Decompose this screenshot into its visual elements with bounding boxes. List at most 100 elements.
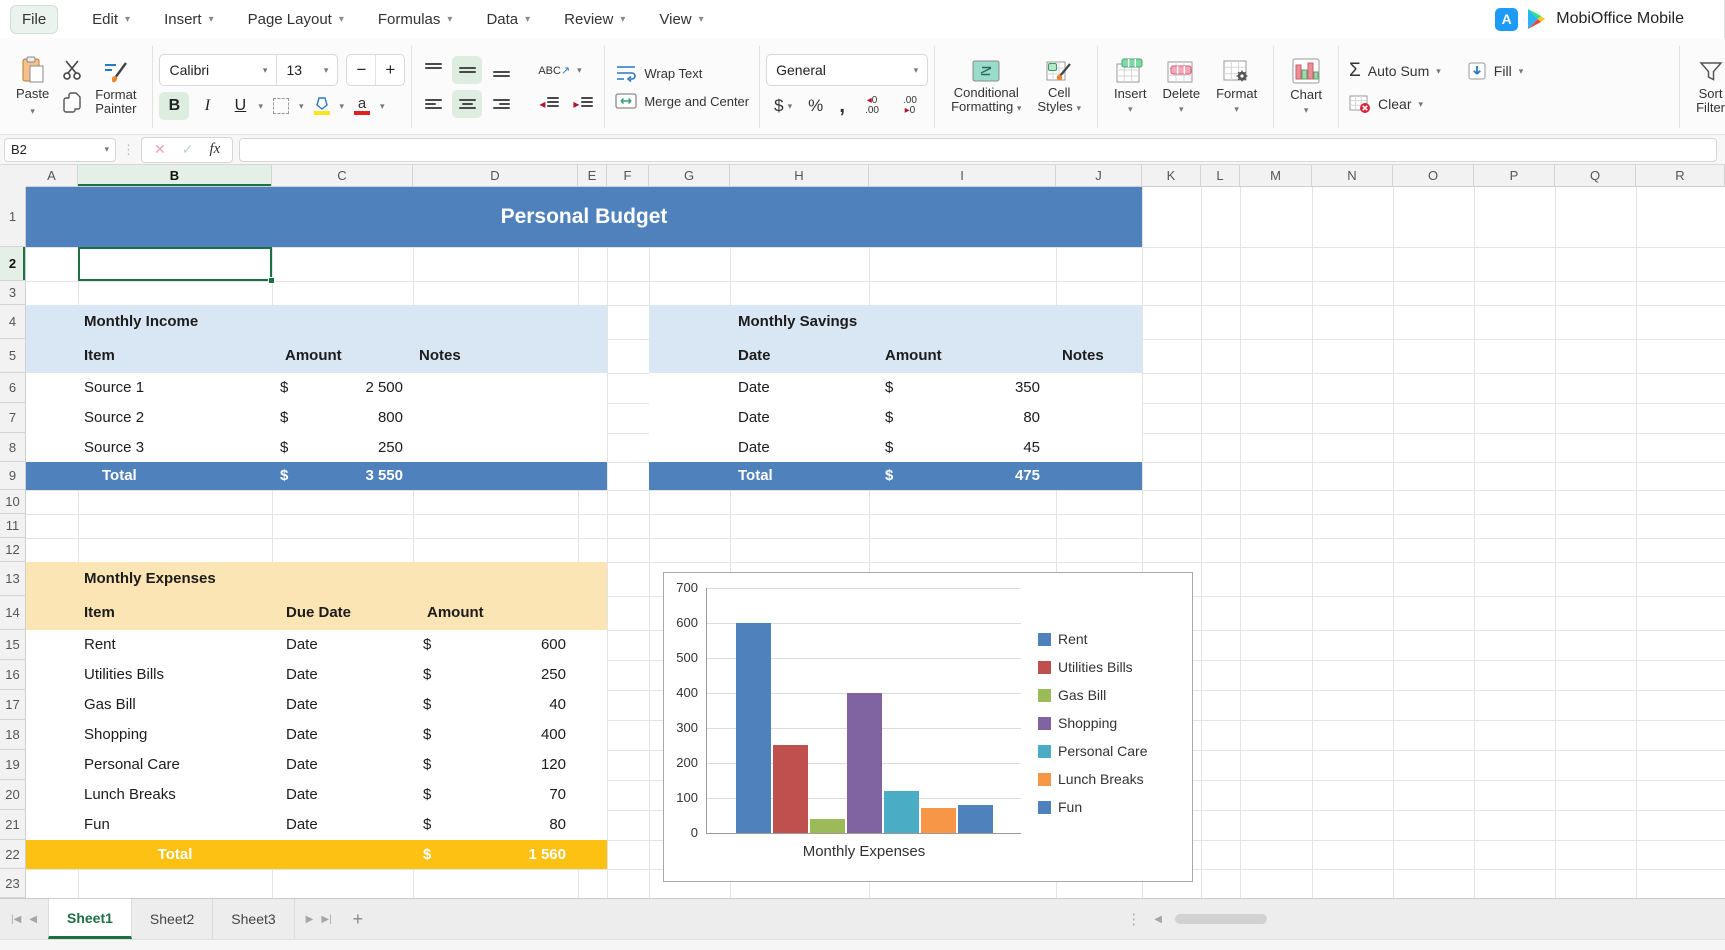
expense-amount[interactable]: 120 bbox=[540, 756, 566, 773]
add-sheet-button[interactable]: + bbox=[352, 908, 364, 929]
next-sheet-icon[interactable]: ▶ bbox=[305, 913, 314, 925]
italic-button[interactable]: I bbox=[192, 92, 222, 120]
row-header-2[interactable]: 2 bbox=[0, 247, 26, 281]
expense-currency[interactable]: $ bbox=[423, 786, 432, 803]
expense-item[interactable]: Personal Care bbox=[84, 756, 180, 773]
formula-input[interactable] bbox=[239, 137, 1717, 162]
row-header-6[interactable]: 6 bbox=[0, 373, 26, 403]
income-item[interactable]: Source 3 bbox=[84, 439, 145, 456]
row-header-23[interactable]: 23 bbox=[0, 869, 26, 898]
income-amount[interactable]: 800 bbox=[377, 409, 403, 426]
format-cells-button[interactable]: Format ▾ bbox=[1210, 54, 1263, 120]
paste-button[interactable]: Paste ▾ bbox=[10, 52, 55, 122]
income-currency[interactable]: $ bbox=[280, 409, 289, 426]
expense-currency[interactable]: $ bbox=[423, 816, 432, 833]
increase-font-button[interactable]: + bbox=[385, 60, 396, 79]
income-item[interactable]: Source 1 bbox=[84, 379, 145, 396]
copy-button[interactable] bbox=[59, 89, 85, 117]
borders-button[interactable] bbox=[266, 92, 296, 120]
expenses-col-header[interactable]: Due Date bbox=[286, 604, 352, 621]
chart-button[interactable]: Chart ▾ bbox=[1284, 53, 1328, 121]
chevron-down-icon[interactable]: ▾ bbox=[339, 100, 345, 111]
expense-amount[interactable]: 600 bbox=[540, 636, 566, 653]
column-header-D[interactable]: D bbox=[413, 165, 578, 187]
expense-amount[interactable]: 80 bbox=[549, 816, 566, 833]
column-header-L[interactable]: L bbox=[1201, 165, 1240, 187]
expense-item[interactable]: Shopping bbox=[84, 726, 148, 743]
last-sheet-icon[interactable]: ▶| bbox=[321, 913, 332, 925]
expense-currency[interactable]: $ bbox=[423, 666, 432, 683]
column-header-H[interactable]: H bbox=[730, 165, 869, 187]
row-header-9[interactable]: 9 bbox=[0, 462, 26, 490]
expense-item[interactable]: Utilities Bills bbox=[84, 666, 165, 683]
increase-indent-button[interactable]: ▸ bbox=[568, 90, 598, 118]
savings-amount[interactable]: 45 bbox=[1023, 439, 1040, 456]
merge-center-button[interactable]: Merge and Center bbox=[611, 90, 753, 112]
cut-button[interactable] bbox=[59, 57, 85, 83]
first-sheet-icon[interactable]: |◀ bbox=[11, 913, 22, 925]
savings-currency[interactable]: $ bbox=[885, 379, 894, 396]
savings-col-header[interactable]: Amount bbox=[885, 347, 942, 364]
row-header-10[interactable]: 10 bbox=[0, 490, 26, 514]
expense-currency[interactable]: $ bbox=[423, 726, 432, 743]
row-header-15[interactable]: 15 bbox=[0, 630, 26, 660]
expense-due-date[interactable]: Date bbox=[286, 696, 318, 713]
column-header-B[interactable]: B bbox=[78, 165, 272, 187]
expenses-total-amount[interactable]: 1 560 bbox=[528, 846, 566, 863]
expense-due-date[interactable]: Date bbox=[286, 666, 318, 683]
column-header-R[interactable]: R bbox=[1636, 165, 1725, 187]
row-header-18[interactable]: 18 bbox=[0, 720, 26, 750]
sort-filter-button[interactable]: Sort Filter bbox=[1690, 56, 1725, 119]
column-header-I[interactable]: I bbox=[869, 165, 1056, 187]
sheet-tab-sheet1[interactable]: Sheet1 bbox=[48, 899, 132, 939]
expense-item[interactable]: Rent bbox=[84, 636, 116, 653]
auto-sum-button[interactable]: Σ Auto Sum ▾ bbox=[1345, 58, 1445, 84]
expense-amount[interactable]: 70 bbox=[549, 786, 566, 803]
expense-amount[interactable]: 250 bbox=[540, 666, 566, 683]
savings-item[interactable]: Date bbox=[738, 409, 770, 426]
column-header-J[interactable]: J bbox=[1056, 165, 1142, 187]
selection-fill-handle[interactable] bbox=[268, 277, 275, 284]
sheet-tab-sheet2[interactable]: Sheet2 bbox=[132, 899, 214, 939]
menu-data[interactable]: Data ▾ bbox=[486, 10, 531, 28]
row-header-11[interactable]: 11 bbox=[0, 514, 26, 538]
insert-cells-button[interactable]: Insert ▾ bbox=[1108, 54, 1153, 120]
comma-format-button[interactable]: , bbox=[837, 92, 847, 120]
row-header-16[interactable]: 16 bbox=[0, 660, 26, 690]
savings-item[interactable]: Date bbox=[738, 439, 770, 456]
expense-currency[interactable]: $ bbox=[423, 636, 432, 653]
expense-due-date[interactable]: Date bbox=[286, 756, 318, 773]
savings-col-header[interactable]: Notes bbox=[1062, 347, 1104, 364]
row-header-5[interactable]: 5 bbox=[0, 339, 26, 373]
currency-format-button[interactable]: $ ▾ bbox=[772, 94, 794, 118]
fill-color-button[interactable] bbox=[307, 92, 337, 120]
expense-due-date[interactable]: Date bbox=[286, 786, 318, 803]
savings-amount[interactable]: 80 bbox=[1023, 409, 1040, 426]
expense-amount[interactable]: 400 bbox=[540, 726, 566, 743]
select-all-corner[interactable] bbox=[0, 165, 26, 187]
income-item[interactable]: Source 2 bbox=[84, 409, 145, 426]
align-right-button[interactable] bbox=[486, 90, 516, 118]
income-currency[interactable]: $ bbox=[280, 379, 289, 396]
income-total-currency[interactable]: $ bbox=[280, 467, 289, 484]
income-col-header[interactable]: Item bbox=[84, 347, 115, 364]
horizontal-scrollbar[interactable] bbox=[1175, 914, 1267, 924]
savings-total-currency[interactable]: $ bbox=[885, 467, 894, 484]
row-header-8[interactable]: 8 bbox=[0, 433, 26, 462]
savings-currency[interactable]: $ bbox=[885, 439, 894, 456]
scroll-left-icon[interactable]: ◀ bbox=[1154, 913, 1162, 925]
row-header-21[interactable]: 21 bbox=[0, 810, 26, 840]
chevron-down-icon[interactable]: ▾ bbox=[380, 100, 385, 111]
menu-insert[interactable]: Insert ▾ bbox=[164, 10, 214, 28]
font-color-button[interactable]: a bbox=[347, 92, 377, 120]
menu-edit[interactable]: Edit ▾ bbox=[92, 10, 131, 28]
increase-decimal-button[interactable]: ◂0 .00 bbox=[859, 95, 885, 117]
income-total-amount[interactable]: 3 550 bbox=[365, 467, 403, 484]
font-name-select[interactable]: Calibri ▾ bbox=[169, 62, 268, 78]
text-orientation-button[interactable]: ABC↗ ▾ bbox=[534, 62, 585, 79]
column-header-M[interactable]: M bbox=[1240, 165, 1312, 187]
row-header-13[interactable]: 13 bbox=[0, 562, 26, 596]
align-left-button[interactable] bbox=[418, 90, 448, 118]
savings-total-amount[interactable]: 475 bbox=[1014, 467, 1040, 484]
percent-format-button[interactable]: % bbox=[806, 94, 825, 118]
